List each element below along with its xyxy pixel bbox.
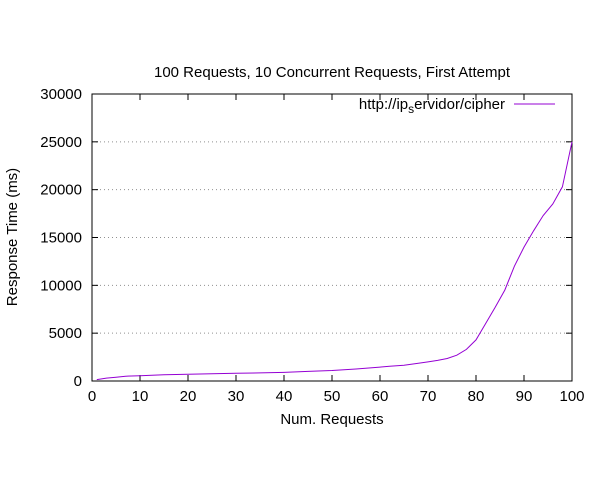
x-axis-label: Num. Requests [280, 411, 383, 428]
x-tick-label: 50 [324, 388, 341, 405]
x-tick-label: 30 [228, 388, 245, 405]
y-tick-labels: 0 5000 10000 15000 20000 25000 30000 [40, 86, 82, 390]
x-tick-label: 60 [372, 388, 389, 405]
x-tick-label: 20 [180, 388, 197, 405]
y-axis-label: Response Time (ms) [4, 168, 21, 306]
x-tick-labels: 0 10 20 30 40 50 60 70 80 90 100 [88, 388, 585, 405]
legend-label-prefix: http://ip [359, 96, 408, 113]
y-tick-label: 5000 [49, 325, 82, 342]
legend-label-subscript: s [408, 102, 414, 116]
x-tick-label: 90 [516, 388, 533, 405]
series-line [96, 141, 573, 381]
chart-title: 100 Requests, 10 Concurrent Requests, Fi… [154, 64, 511, 81]
y-tick-label: 20000 [40, 182, 82, 199]
x-tick-label: 80 [468, 388, 485, 405]
y-tick-label: 15000 [40, 230, 82, 247]
legend-label-suffix: ervidor/cipher [414, 96, 505, 113]
legend-label: http://ipservidor/cipher [359, 96, 505, 116]
y-tick-label: 10000 [40, 277, 82, 294]
y-tick-label: 30000 [40, 86, 82, 103]
x-tick-label: 0 [88, 388, 96, 405]
axis-ticks [91, 93, 573, 382]
x-tick-label: 40 [276, 388, 293, 405]
x-tick-label: 70 [420, 388, 437, 405]
y-tick-label: 0 [74, 373, 82, 390]
grid-lines [92, 141, 572, 334]
y-tick-label: 25000 [40, 134, 82, 151]
x-tick-label: 100 [559, 388, 584, 405]
legend: http://ipservidor/cipher [359, 96, 555, 116]
series-group [96, 141, 573, 381]
x-tick-label: 10 [132, 388, 149, 405]
